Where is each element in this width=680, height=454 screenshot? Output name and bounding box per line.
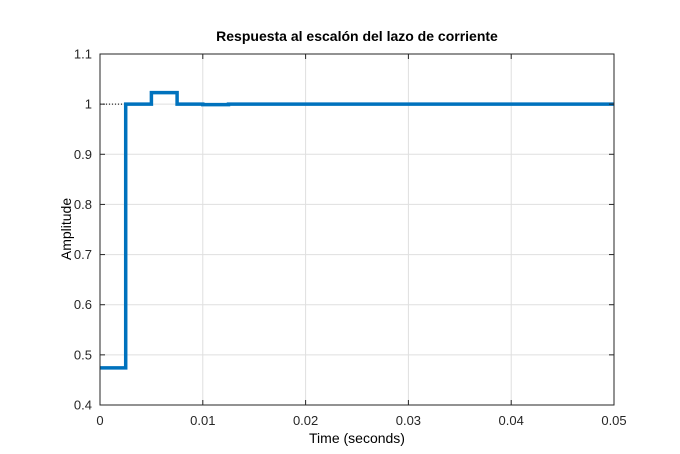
y-ticks: 0.4 0.5 0.6 0.7 0.8 0.9 1 1.1 <box>74 47 614 413</box>
y-tick-label: 1.1 <box>74 47 92 62</box>
y-tick-label: 0.8 <box>74 197 92 212</box>
plot-frame <box>99 53 615 406</box>
y-tick-label: 0.5 <box>74 347 92 362</box>
x-tick-label: 0 <box>96 413 103 428</box>
x-tick-label: 0.01 <box>190 413 215 428</box>
y-tick-label: 0.9 <box>74 147 92 162</box>
x-axis-label: Time (seconds) <box>309 430 405 446</box>
y-tick-label: 0.7 <box>74 247 92 262</box>
x-tick-label: 0.05 <box>601 413 626 428</box>
x-ticks: 0 0.01 0.02 0.03 0.04 0.05 <box>96 54 627 428</box>
x-tick-label: 0.03 <box>396 413 421 428</box>
chart-title: Respuesta al escalón del lazo de corrien… <box>216 28 498 44</box>
y-tick-label: 1 <box>85 97 92 112</box>
y-tick-label: 0.4 <box>74 398 92 413</box>
y-axis-label: Amplitude <box>58 198 74 260</box>
step-response-line <box>100 90 614 370</box>
series-group <box>100 90 614 370</box>
y-tick-label: 0.6 <box>74 297 92 312</box>
x-tick-label: 0.02 <box>293 413 318 428</box>
plot-area <box>100 54 614 405</box>
x-tick-label: 0.04 <box>499 413 524 428</box>
